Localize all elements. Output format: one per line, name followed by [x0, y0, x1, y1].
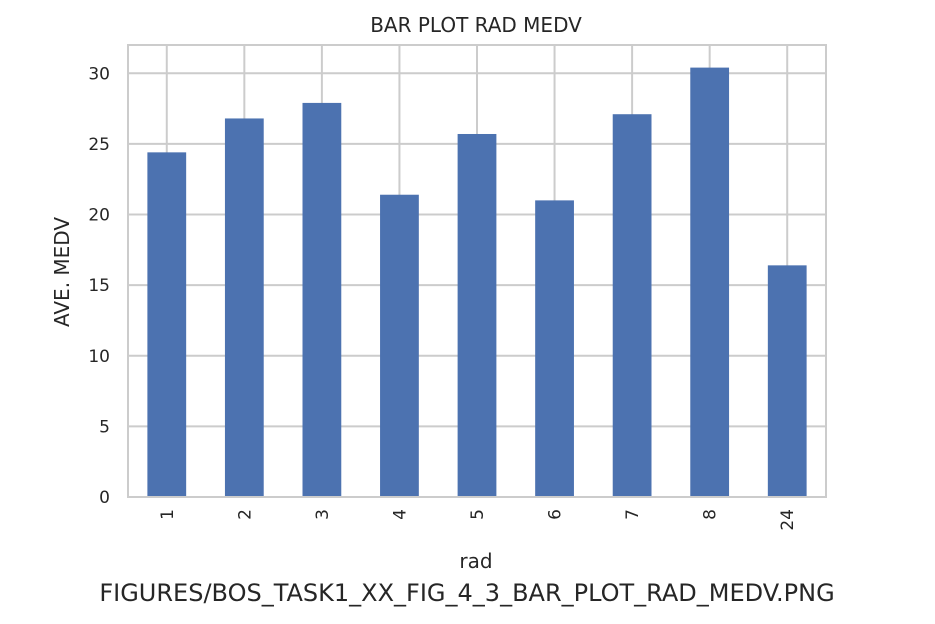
x-axis-label: rad — [459, 549, 492, 573]
plot-frame — [127, 44, 827, 498]
x-tick-label: 4 — [390, 509, 410, 520]
bar-rad-7 — [612, 114, 652, 498]
x-tick-label: 2 — [235, 509, 255, 520]
y-tick-labels: 0 5 10 15 20 25 30 — [88, 64, 110, 508]
y-tick-label: 5 — [99, 417, 110, 437]
bars — [147, 67, 807, 498]
x-tick-labels: 1 2 3 4 5 6 7 8 24 — [158, 509, 798, 531]
bar-rad-2 — [224, 118, 264, 497]
y-tick-label: 20 — [88, 206, 110, 226]
x-tick-label: 3 — [313, 509, 333, 520]
x-tick-label: 5 — [468, 509, 488, 520]
x-tick-label: 6 — [546, 509, 566, 520]
y-axis-label: AVE. MEDV — [50, 217, 74, 327]
y-tick-label: 25 — [88, 135, 110, 155]
bar-rad-6 — [535, 200, 574, 497]
bar-rad-1 — [147, 152, 187, 497]
y-tick-label: 15 — [88, 276, 110, 296]
x-tick-label: 1 — [158, 509, 178, 520]
bar-rad-8 — [690, 67, 730, 497]
y-tick-label: 30 — [88, 64, 110, 84]
y-tick-label: 0 — [99, 488, 110, 508]
bar-rad-24 — [767, 265, 807, 497]
x-tick-label: 8 — [701, 509, 721, 520]
chart-title: BAR PLOT RAD MEDV — [370, 13, 582, 37]
figure-caption: FIGURES/BOS_TASK1_XX_FIG_4_3_BAR_PLOT_RA… — [99, 579, 834, 607]
bar-rad-5 — [457, 133, 497, 498]
bar-rad-4 — [380, 194, 419, 497]
y-tick-label: 10 — [88, 347, 110, 367]
bar-rad-3 — [302, 102, 342, 497]
x-tick-label: 7 — [623, 509, 643, 520]
x-tick-label: 24 — [778, 509, 798, 531]
